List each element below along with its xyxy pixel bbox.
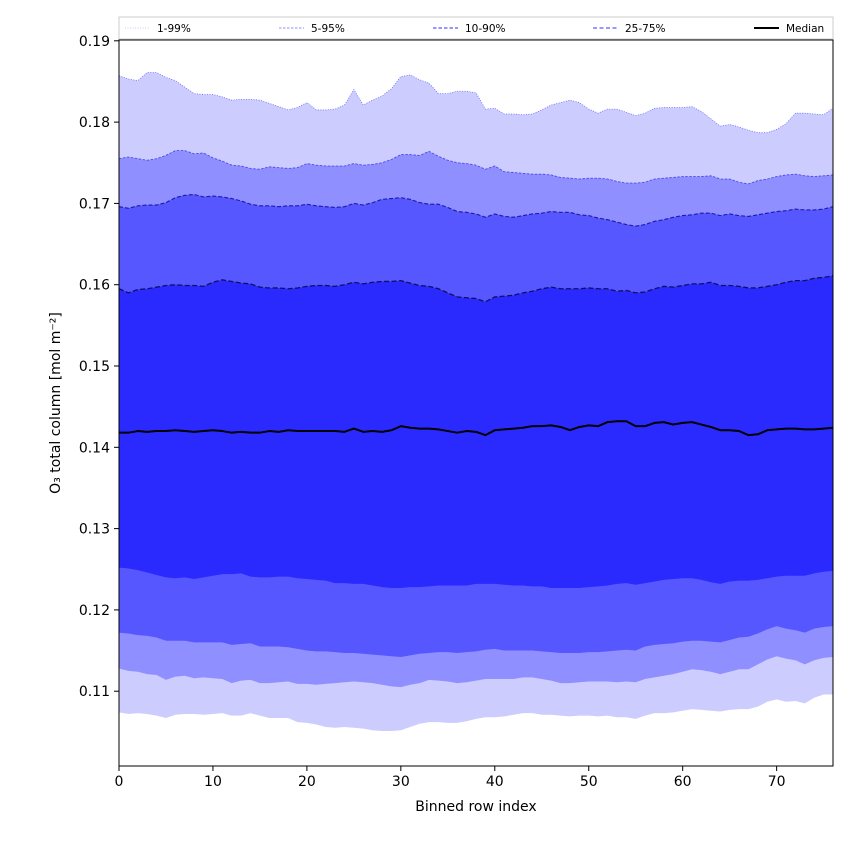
band-upper-edge-25-75pct	[118, 275, 834, 303]
y-tick-label: 0.17	[79, 196, 110, 212]
legend: 1-99% 5-95% 10-90% 25-75% Median	[118, 16, 834, 40]
x-tick-label: 0	[115, 774, 124, 790]
y-axis-label: O₃ total column [mol m⁻²]	[48, 312, 64, 494]
y-tick-label: 0.15	[79, 359, 110, 375]
median-line	[119, 420, 834, 437]
y-tick-label: 0.11	[79, 684, 110, 700]
y-tick-label: 0.16	[79, 278, 110, 294]
y-axis-ticks: 0.11 0.12 0.13 0.14 0.15 0.16 0.17 0.18 0.19	[79, 34, 119, 700]
legend-label: 1-99%	[157, 23, 191, 35]
x-tick-label: 20	[298, 774, 316, 790]
y-tick-label: 0.13	[79, 522, 110, 538]
legend-label: 25-75%	[625, 23, 666, 35]
bands-layer	[118, 72, 834, 732]
x-tick-label: 50	[580, 774, 598, 790]
x-tick-label: 70	[768, 774, 786, 790]
legend-item: 1-99%	[125, 23, 191, 35]
band-upper-edge-5-95pct	[118, 150, 834, 185]
legend-item: 10-90%	[433, 23, 506, 35]
legend-frame	[118, 16, 834, 40]
y-tick-label: 0.14	[79, 440, 110, 456]
y-tick-label: 0.18	[79, 115, 110, 131]
axes-frame	[118, 39, 834, 767]
axes: 0 10 20 30 40 50 60 70 0.11 0.12 0.13 0.14 0.15 0.16…	[48, 34, 834, 815]
x-axis-label: Binned row index	[415, 799, 536, 815]
legend-label: 5-95%	[311, 23, 345, 35]
legend-label: Median	[786, 23, 824, 35]
x-tick-label: 10	[204, 774, 222, 790]
x-tick-label: 60	[674, 774, 692, 790]
legend-label: 10-90%	[465, 23, 506, 35]
x-tick-label: 40	[486, 774, 504, 790]
x-tick-label: 30	[392, 774, 410, 790]
y-tick-label: 0.19	[79, 34, 110, 50]
legend-item: Median	[754, 23, 824, 35]
band-upper-edge-10-90pct	[118, 193, 834, 227]
legend-item: 25-75%	[593, 23, 666, 35]
legend-item: 5-95%	[279, 23, 345, 35]
y-tick-label: 0.12	[79, 603, 110, 619]
legend-items: 1-99% 5-95% 10-90% 25-75% Median	[125, 23, 824, 35]
plot-area	[118, 40, 834, 766]
x-axis-ticks: 0 10 20 30 40 50 60 70	[115, 766, 786, 790]
median-layer	[119, 420, 834, 437]
